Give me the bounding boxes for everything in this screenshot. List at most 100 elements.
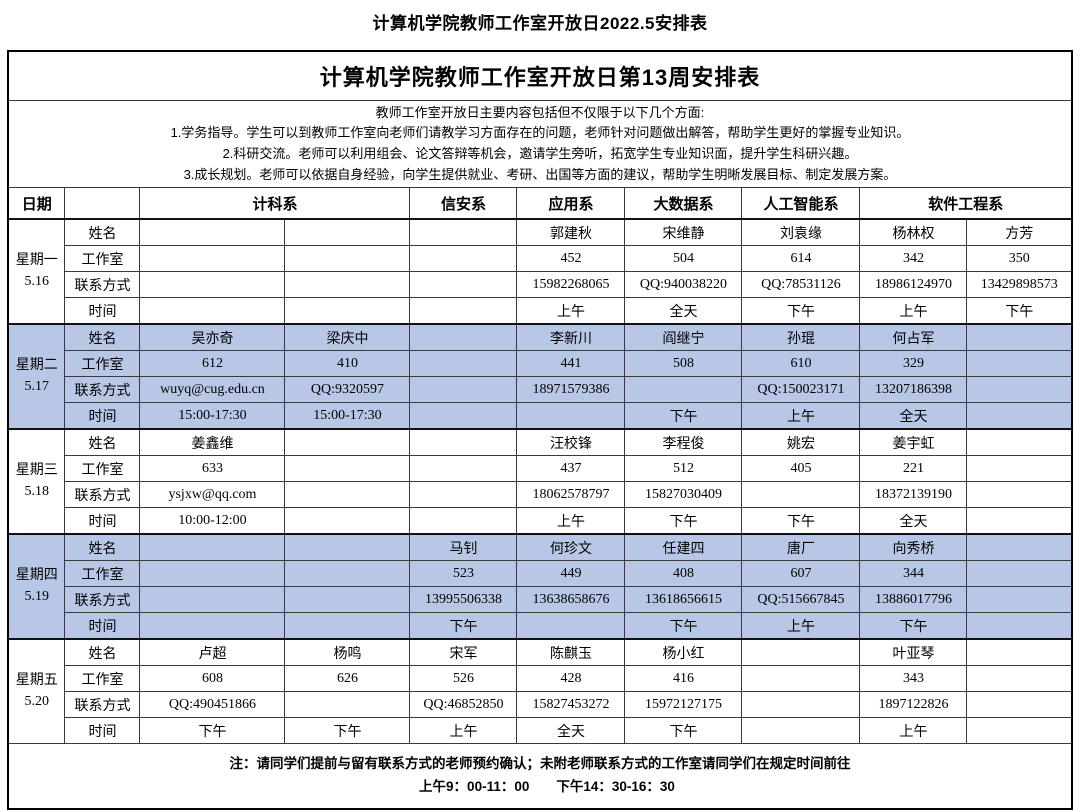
schedule-cell: 吴亦奇: [139, 323, 286, 351]
schedule-cell: [409, 455, 518, 482]
header-dept-xinan: 信安系: [409, 187, 518, 220]
schedule-cell: 410: [284, 350, 411, 377]
header-dept-yingyong: 应用系: [516, 187, 626, 220]
schedule-cell: [284, 560, 411, 587]
schedule-cell: 阎继宁: [624, 323, 743, 351]
schedule-cell: 626: [284, 665, 411, 692]
schedule-cell: QQ:490451866: [139, 691, 286, 718]
schedule-cell: 512: [624, 455, 743, 482]
schedule-cell: 633: [139, 455, 286, 482]
schedule-cell: [139, 560, 286, 587]
schedule-cell: 342: [859, 245, 968, 272]
schedule-cell: 343: [859, 665, 968, 692]
schedule-cell: [284, 297, 411, 325]
schedule-cell: 18971579386: [516, 376, 626, 403]
row-label: 联系方式: [64, 586, 141, 613]
schedule-cell: 李程俊: [624, 428, 743, 456]
schedule-cell: 428: [516, 665, 626, 692]
header-date: 日期: [7, 187, 66, 220]
schedule-cell: 何占军: [859, 323, 968, 351]
day-name: 星期五: [15, 673, 58, 689]
schedule-cell: 下午: [966, 297, 1073, 325]
day-cell: 星期五 5.20: [7, 638, 66, 744]
schedule-cell: 全天: [624, 297, 743, 325]
schedule-cell: 全天: [859, 507, 968, 535]
schedule-cell: [966, 507, 1073, 535]
schedule-cell: [284, 691, 411, 718]
schedule-cell: [966, 586, 1073, 613]
schedule-cell: ysjxw@qq.com: [139, 481, 286, 508]
schedule-cell: 608: [139, 665, 286, 692]
schedule-cell: 卢超: [139, 638, 286, 666]
header-empty: [64, 187, 141, 220]
schedule-row: 星期五 5.20 姓名 卢超 杨鸣 宋军 陈麒玉 杨小红 叶亚琴: [7, 638, 1073, 744]
row-label: 时间: [64, 297, 141, 325]
schedule-row: 联系方式 ysjxw@qq.com 18062578797 15827030409 18…: [8, 481, 1073, 508]
schedule-cell: [409, 402, 518, 430]
schedule-cell: 宋军: [409, 638, 518, 666]
day-name: 星期三: [15, 463, 58, 479]
schedule-cell: 下午: [741, 507, 861, 535]
schedule-cell: [966, 481, 1073, 508]
schedule-cell: 任建四: [624, 533, 743, 561]
schedule-cell: [741, 638, 861, 666]
schedule-cell: [284, 612, 411, 640]
schedule-row: 工作室 612 410 441 508 610 329: [8, 350, 1073, 377]
schedule-cell: [966, 402, 1073, 430]
day-name: 星期二: [15, 358, 58, 374]
schedule-cell: 全天: [516, 717, 626, 744]
day-date: 5.16: [24, 273, 49, 289]
schedule-row: 工作室 523 449 408 607 344: [8, 560, 1073, 587]
day-name: 星期一: [15, 253, 58, 269]
description-line: 教师工作室开放日主要内容包括但不仅限于以下几个方面:: [375, 104, 705, 120]
schedule-cell: [966, 428, 1073, 456]
schedule-cell: 下午: [624, 507, 743, 535]
day-cell: 星期一 5.16: [7, 218, 66, 325]
page-title: 计算机学院教师工作室开放日2022.5安排表: [372, 14, 708, 33]
schedule-cell: 13995506338: [409, 586, 518, 613]
schedule-row: 时间 上午 全天 下午 上午 下午: [8, 297, 1073, 325]
row-label: 联系方式: [64, 481, 141, 508]
schedule-cell: 15972127175: [624, 691, 743, 718]
schedule-cell: 上午: [516, 297, 626, 325]
schedule-row: 星期二 5.17 姓名 吴亦奇 梁庆中 李新川 阎继宁 孙琨 何占军: [7, 323, 1073, 430]
schedule-cell: 梁庆中: [284, 323, 411, 351]
schedule-cell: 杨林权: [859, 218, 968, 246]
schedule-cell: 18986124970: [859, 271, 968, 298]
schedule-cell: [139, 612, 286, 640]
schedule-cell: [139, 586, 286, 613]
schedule-cell: [409, 297, 518, 325]
schedule-cell: 杨小红: [624, 638, 743, 666]
schedule-cell: 15:00-17:30: [284, 402, 411, 430]
schedule-row: 星期四 5.19 姓名 马钊 何珍文 任建四 唐厂 向秀桥: [7, 533, 1073, 640]
description-line: 1.学务指导。学生可以到教师工作室向老师们请教学习方面存在的问题，老师针对问题做…: [170, 125, 910, 141]
row-label: 工作室: [64, 350, 141, 377]
row-label: 联系方式: [64, 691, 141, 718]
schedule-cell: [966, 665, 1073, 692]
schedule-cell: 马钊: [409, 533, 518, 561]
schedule-cell: 李新川: [516, 323, 626, 351]
schedule-cell: [284, 533, 411, 561]
schedule-cell: 523: [409, 560, 518, 587]
schedule-row: 时间 下午 下午 上午 下午: [8, 612, 1073, 640]
schedule-cell: 449: [516, 560, 626, 587]
schedule-cell: QQ:940038220: [624, 271, 743, 298]
schedule-cell: 下午: [284, 717, 411, 744]
row-label: 姓名: [64, 323, 141, 351]
schedule-cell: [741, 665, 861, 692]
schedule-cell: 15827030409: [624, 481, 743, 508]
schedule-row: 联系方式 QQ:490451866 QQ:46852850 15827453272 15…: [8, 691, 1073, 718]
schedule-cell: 13886017796: [859, 586, 968, 613]
schedule-cell: [284, 481, 411, 508]
schedule-cell: 上午: [741, 402, 861, 430]
schedule-cell: [139, 271, 286, 298]
schedule-row: 时间 下午 下午 上午 全天 下午 上午: [8, 717, 1073, 744]
schedule-cell: [139, 245, 286, 272]
schedule-row: 星期三 5.18 姓名 姜鑫维 汪校锋 李程俊 姚宏 姜宇虹: [7, 428, 1073, 535]
schedule-cell: 姚宏: [741, 428, 861, 456]
description-row: 教师工作室开放日主要内容包括但不仅限于以下几个方面: 1.学务指导。学生可以到教…: [7, 100, 1073, 188]
schedule-cell: 上午: [516, 507, 626, 535]
note-line-1: 注：请同学们提前与留有联系方式的老师预约确认；未附老师联系方式的工作室请同学们在…: [229, 756, 851, 772]
schedule-cell: 441: [516, 350, 626, 377]
row-label: 工作室: [64, 665, 141, 692]
